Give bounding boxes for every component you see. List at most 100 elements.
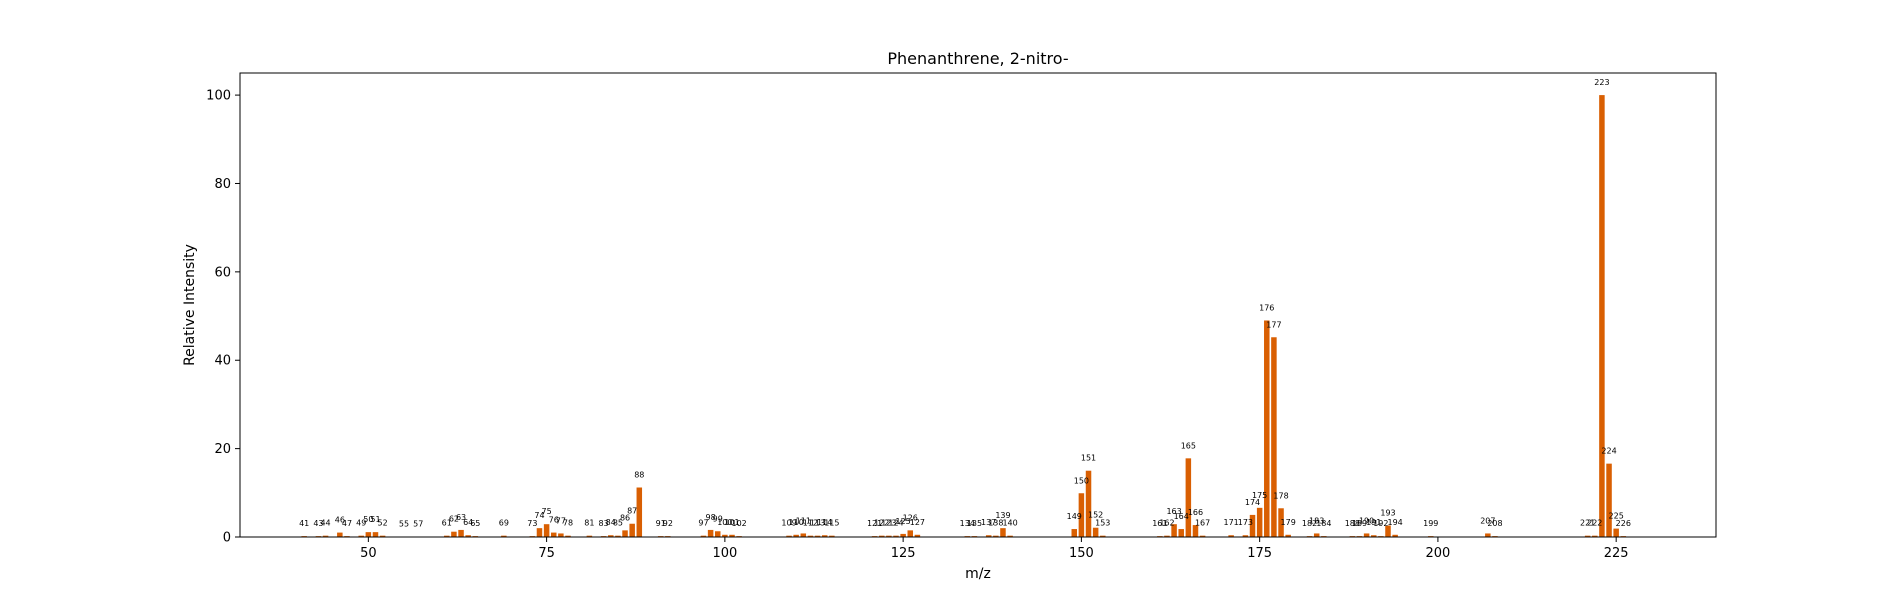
peak-label-109: 109	[781, 519, 796, 528]
peak-bar-50	[365, 532, 372, 537]
x-tick-label-125: 125	[891, 546, 916, 561]
y-tick-label-40: 40	[214, 354, 231, 369]
peak-bar-139	[1000, 528, 1006, 537]
peak-label-137: 137	[981, 518, 996, 527]
peak-label-62: 62	[449, 515, 459, 524]
peak-label-149: 149	[1067, 512, 1082, 521]
peak-label-81: 81	[584, 519, 594, 528]
peak-label-92: 92	[663, 519, 673, 528]
peak-label-150: 150	[1074, 476, 1089, 485]
peak-bar-225	[1613, 528, 1619, 537]
peak-label-102: 102	[731, 519, 746, 528]
peak-label-101: 101	[724, 518, 739, 527]
peak-bar-78	[565, 535, 571, 537]
peak-label-140: 140	[1002, 519, 1017, 528]
peak-label-139: 139	[995, 511, 1010, 520]
peak-label-121: 121	[867, 519, 882, 528]
peak-bar-183	[1313, 533, 1320, 537]
peak-label-126: 126	[903, 513, 918, 522]
peak-bar-101	[729, 534, 735, 537]
peak-bar-127	[914, 534, 921, 537]
peak-bar-162	[1164, 535, 1170, 537]
peak-label-178: 178	[1273, 491, 1288, 500]
peak-label-208: 208	[1487, 519, 1502, 528]
x-tick-label-150: 150	[1069, 546, 1094, 561]
peak-bar-114	[821, 535, 828, 537]
peak-bar-221	[1584, 535, 1591, 537]
peak-label-65: 65	[470, 519, 480, 528]
peak-label-115: 115	[824, 519, 839, 528]
peak-bar-81	[586, 535, 593, 537]
peak-label-152: 152	[1088, 511, 1103, 520]
peak-bar-74	[536, 528, 543, 537]
peak-bar-137	[985, 535, 992, 537]
y-tick-label-20: 20	[214, 442, 231, 457]
peak-label-183: 183	[1309, 516, 1324, 525]
peak-bar-97	[700, 535, 707, 537]
peak-bar-178	[1278, 508, 1284, 537]
peak-label-61: 61	[442, 519, 452, 528]
peak-label-77: 77	[556, 516, 566, 525]
peak-bar-224	[1606, 463, 1612, 537]
peak-label-190: 190	[1359, 516, 1374, 525]
peak-bar-175	[1256, 507, 1263, 537]
peak-label-163: 163	[1166, 507, 1181, 516]
peak-bar-98	[707, 529, 714, 537]
peak-bar-167	[1199, 535, 1206, 537]
y-axis-label: Relative Intensity	[182, 244, 198, 366]
peak-label-46: 46	[335, 516, 345, 525]
peak-label-51: 51	[370, 515, 380, 524]
peak-label-49: 49	[356, 519, 366, 528]
peak-bar-86	[622, 530, 628, 537]
x-tick-label-200: 200	[1425, 546, 1450, 561]
peak-bar-140	[1007, 535, 1013, 537]
peak-bar-61	[444, 535, 450, 537]
x-axis-ticks: 50 75 100 125 150 175 200 225	[360, 537, 1629, 561]
peak-label-43: 43	[313, 519, 323, 528]
peak-label-193: 193	[1380, 509, 1395, 518]
peak-bar-174	[1249, 514, 1256, 537]
peak-bar-113	[814, 535, 821, 537]
peak-bar-51	[372, 532, 379, 537]
peak-label-122: 122	[874, 519, 889, 528]
peak-label-99: 99	[713, 514, 723, 523]
peak-label-188: 188	[1345, 519, 1360, 528]
peak-label-165: 165	[1181, 441, 1196, 450]
peak-bar-110	[793, 534, 799, 537]
peak-bar-191	[1370, 535, 1377, 537]
peak-label-88: 88	[634, 471, 644, 480]
peak-bar-123	[886, 535, 892, 537]
peak-bar-52	[379, 535, 386, 537]
peak-bar-124	[893, 535, 899, 537]
peak-label-153: 153	[1095, 519, 1110, 528]
peak-label-124: 124	[888, 519, 903, 528]
peak-bar-138	[993, 535, 999, 537]
peak-label-63: 63	[456, 513, 466, 522]
peak-label-84: 84	[606, 518, 616, 527]
peak-bar-69	[501, 535, 507, 537]
peak-label-97: 97	[698, 519, 708, 528]
peak-label-111: 111	[796, 516, 811, 525]
peak-label-161: 161	[1152, 519, 1167, 528]
peak-bar-49	[358, 535, 364, 537]
peak-bar-223	[1599, 95, 1605, 537]
peak-label-52: 52	[378, 519, 388, 528]
peak-bar-84	[608, 535, 614, 537]
peak-bar-151	[1085, 470, 1092, 537]
peak-label-135: 135	[967, 519, 982, 528]
peak-label-226: 226	[1616, 519, 1631, 528]
chart-title: Phenanthrene, 2-nitro-	[887, 49, 1068, 68]
peak-label-47: 47	[342, 519, 352, 528]
peak-bar-99	[714, 531, 721, 537]
peak-label-110: 110	[789, 518, 804, 527]
peak-label-98: 98	[706, 513, 716, 522]
peak-label-74: 74	[534, 511, 544, 520]
peak-label-192: 192	[1373, 519, 1388, 528]
peak-label-76: 76	[549, 516, 559, 525]
peak-label-100: 100	[717, 518, 732, 527]
peak-label-86: 86	[620, 513, 630, 522]
peak-bar-44	[322, 535, 329, 537]
peak-bar-75	[543, 524, 550, 537]
